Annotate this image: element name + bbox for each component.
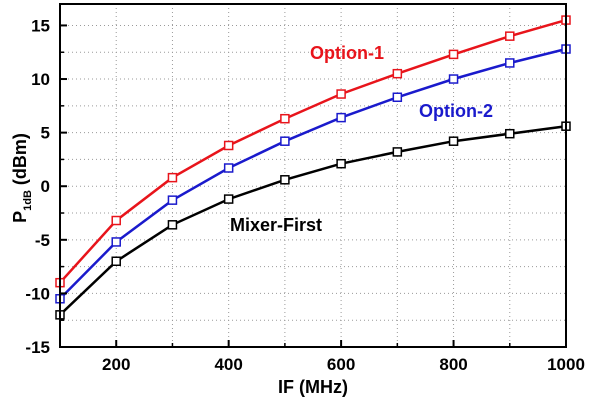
data-point-option-2 [448,74,459,84]
data-point-mixer-first [505,128,515,139]
x-tick-label: 600 [327,355,355,374]
y-tick-label: 15 [31,16,50,35]
x-tick-label: 1000 [547,355,585,374]
series-line-option-2 [59,47,567,300]
y-tick-label: -10 [25,284,50,303]
data-point-option-2 [280,136,290,146]
data-point-option-2 [223,163,234,173]
data-point-option-2 [111,237,121,247]
y-tick-label: 10 [31,70,50,89]
x-tick-label: 800 [439,355,467,374]
data-point-option-1 [505,31,515,41]
data-point-option-1 [167,172,178,183]
data-point-option-1 [392,68,403,79]
data-point-option-1 [448,49,459,60]
y-tick-label: 0 [41,177,50,196]
y-axis-title: P1dB (dBm) [10,133,34,223]
data-point-option-1 [336,89,346,99]
x-tick-label: 200 [102,355,130,374]
y-axis-title-subscript: 1dB [22,190,34,211]
plot-frame [59,3,567,348]
data-point-mixer-first [392,147,403,157]
series-label-option-1: Option-1 [310,43,384,63]
y-tick-label: -15 [25,338,50,357]
data-point-option-2 [167,195,178,205]
y-axis-title-main: P [10,211,30,223]
y-axis-title-unit: (dBm) [10,133,30,190]
data-point-mixer-first [280,175,290,185]
y-tick-label: -5 [35,231,50,250]
data-point-option-1 [223,140,234,151]
data-point-mixer-first [448,136,459,146]
data-point-option-2 [505,58,515,68]
series-label-option-2: Option-2 [419,101,493,121]
series-label-mixer-first: Mixer-First [230,215,322,235]
ticks: 200 400 600 800 1000 -15 -10 -5 0 5 10 15 [25,16,584,374]
data-point-option-2 [392,92,403,103]
series-group [55,15,571,320]
y-tick-label: 5 [41,124,50,143]
data-point-option-1 [280,113,290,124]
x-tick-label: 400 [214,355,242,374]
data-point-option-1 [111,215,121,226]
grid [59,4,567,347]
data-point-mixer-first [336,158,346,169]
data-point-option-2 [336,112,346,123]
x-axis-title: IF (MHz) [278,377,348,397]
data-point-mixer-first [223,194,234,204]
series-line-mixer-first [59,124,567,316]
data-point-mixer-first [111,256,121,266]
series-line-option-1 [59,18,567,284]
data-point-mixer-first [167,220,178,230]
